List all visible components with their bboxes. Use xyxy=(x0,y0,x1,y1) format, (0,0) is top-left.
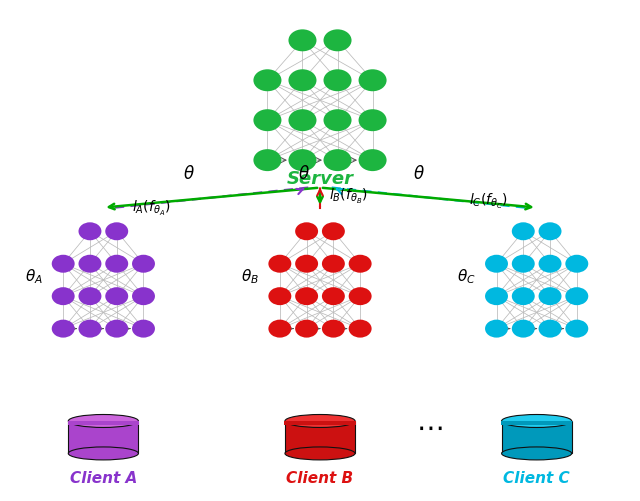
Circle shape xyxy=(105,288,128,306)
Text: $\theta$: $\theta$ xyxy=(413,164,425,182)
Text: $\theta_C$: $\theta_C$ xyxy=(458,267,476,286)
Circle shape xyxy=(289,70,317,92)
Circle shape xyxy=(289,150,317,172)
Circle shape xyxy=(322,223,345,241)
Circle shape xyxy=(295,255,318,273)
Circle shape xyxy=(268,320,291,338)
Text: $\theta$: $\theta$ xyxy=(184,164,195,182)
Circle shape xyxy=(539,223,561,241)
Text: $l_A(f_{\theta_A})$: $l_A(f_{\theta_A})$ xyxy=(132,198,170,217)
Circle shape xyxy=(322,255,345,273)
Circle shape xyxy=(565,320,588,338)
Circle shape xyxy=(52,255,75,273)
Circle shape xyxy=(358,110,387,132)
Circle shape xyxy=(105,223,128,241)
Circle shape xyxy=(323,150,351,172)
Text: $\theta$: $\theta$ xyxy=(298,164,310,182)
Circle shape xyxy=(512,223,535,241)
Text: Client A: Client A xyxy=(70,470,137,484)
Circle shape xyxy=(105,255,128,273)
Circle shape xyxy=(253,150,282,172)
Bar xyxy=(68,421,139,425)
Circle shape xyxy=(79,288,101,306)
Text: $l_C(f_{\theta_C})$: $l_C(f_{\theta_C})$ xyxy=(469,191,508,210)
Circle shape xyxy=(52,320,75,338)
Circle shape xyxy=(79,255,101,273)
Circle shape xyxy=(295,320,318,338)
Ellipse shape xyxy=(502,447,572,460)
Circle shape xyxy=(539,320,561,338)
Ellipse shape xyxy=(68,415,138,428)
Bar xyxy=(501,421,572,425)
Circle shape xyxy=(322,320,345,338)
Circle shape xyxy=(268,288,291,306)
Circle shape xyxy=(485,255,508,273)
Text: $\theta_B$: $\theta_B$ xyxy=(241,267,259,286)
Circle shape xyxy=(79,320,101,338)
Circle shape xyxy=(565,255,588,273)
Circle shape xyxy=(289,110,317,132)
Ellipse shape xyxy=(285,447,355,460)
Circle shape xyxy=(485,288,508,306)
Ellipse shape xyxy=(285,415,355,428)
Circle shape xyxy=(323,70,351,92)
Bar xyxy=(502,421,572,453)
Circle shape xyxy=(565,288,588,306)
Circle shape xyxy=(295,223,318,241)
Circle shape xyxy=(512,288,535,306)
Ellipse shape xyxy=(68,447,138,460)
Circle shape xyxy=(79,223,101,241)
Circle shape xyxy=(132,255,155,273)
Circle shape xyxy=(253,110,282,132)
Circle shape xyxy=(349,320,372,338)
Circle shape xyxy=(323,110,351,132)
Circle shape xyxy=(289,30,317,52)
Circle shape xyxy=(132,320,155,338)
Circle shape xyxy=(268,255,291,273)
Circle shape xyxy=(323,30,351,52)
Circle shape xyxy=(349,288,372,306)
Circle shape xyxy=(253,70,282,92)
Circle shape xyxy=(358,150,387,172)
Circle shape xyxy=(358,70,387,92)
Circle shape xyxy=(132,288,155,306)
Circle shape xyxy=(295,288,318,306)
Circle shape xyxy=(52,288,75,306)
Bar xyxy=(284,421,356,425)
Text: Client C: Client C xyxy=(503,470,570,484)
Circle shape xyxy=(512,320,535,338)
Circle shape xyxy=(322,288,345,306)
Text: Server: Server xyxy=(287,169,353,187)
Text: $\theta_A$: $\theta_A$ xyxy=(25,267,43,286)
Circle shape xyxy=(539,255,561,273)
Circle shape xyxy=(105,320,128,338)
Circle shape xyxy=(349,255,372,273)
Text: Client B: Client B xyxy=(287,470,353,484)
Circle shape xyxy=(539,288,561,306)
Circle shape xyxy=(485,320,508,338)
Bar xyxy=(68,421,138,453)
Bar xyxy=(285,421,355,453)
Text: $\cdots$: $\cdots$ xyxy=(416,413,443,441)
Ellipse shape xyxy=(502,415,572,428)
Circle shape xyxy=(512,255,535,273)
Text: $l_B(f_{\theta_B})$: $l_B(f_{\theta_B})$ xyxy=(330,186,368,205)
